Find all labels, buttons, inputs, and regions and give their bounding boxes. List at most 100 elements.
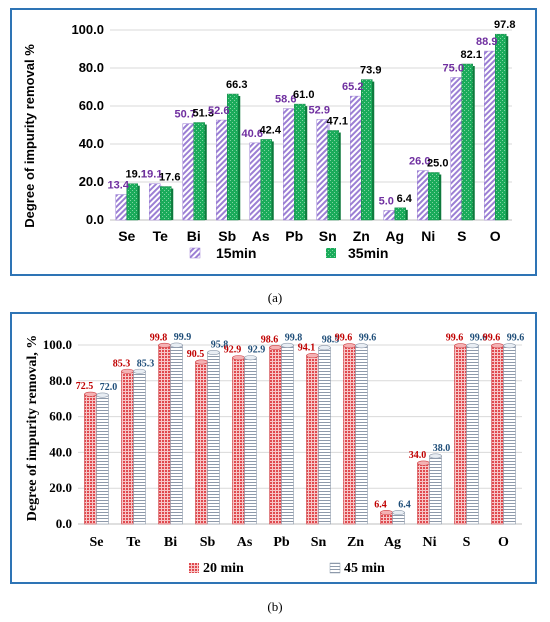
data-label: 97.8 <box>494 19 515 31</box>
data-label: 52.9 <box>309 104 330 116</box>
legend-swatch-45min <box>329 562 341 574</box>
bar <box>232 357 245 525</box>
bar <box>249 142 261 221</box>
data-label: 72.5 <box>76 381 94 392</box>
chart-a-panel: 0.0 20.0 40.0 60.0 80.0 100.0 Se Te Bi Sb As Pb Sn Z… <box>10 8 537 276</box>
bar <box>149 183 161 221</box>
bar <box>417 170 429 221</box>
y-tick-label: 20.0 <box>79 174 104 189</box>
y-tick-label: 100.0 <box>71 22 104 37</box>
x-tick-label: Ni <box>421 228 435 244</box>
data-label: 6.4 <box>374 500 387 511</box>
data-label: 99.6 <box>335 333 353 344</box>
bar <box>394 207 406 221</box>
data-label: 85.3 <box>137 358 155 369</box>
bar-side <box>372 81 375 220</box>
bar-cap <box>281 342 294 348</box>
data-label: 58.6 <box>275 94 296 106</box>
data-label: 25.0 <box>427 158 448 170</box>
bar <box>495 33 507 221</box>
bar <box>216 119 228 221</box>
x-tick-label: As <box>237 535 253 550</box>
data-label: 99.9 <box>174 332 192 343</box>
x-tick-label: Sn <box>311 535 327 550</box>
bar <box>503 345 516 525</box>
bar <box>193 122 205 221</box>
data-label: 99.6 <box>359 333 377 344</box>
x-tick-label: Ni <box>423 535 437 550</box>
y-tick-label: 0.0 <box>56 516 72 531</box>
bar-cap <box>454 343 467 349</box>
x-tick-label: Te <box>153 228 169 244</box>
bar <box>466 345 479 525</box>
bar-side <box>238 96 241 220</box>
bar <box>343 345 356 525</box>
bar-cap <box>491 343 504 349</box>
x-tick-label: Sn <box>319 228 337 244</box>
bar <box>461 63 473 221</box>
y-tick-label: 20.0 <box>49 480 72 495</box>
bar <box>294 103 306 221</box>
data-label: 95.8 <box>211 340 229 351</box>
x-tick-label: S <box>457 228 466 244</box>
legend-label-35min: 35min <box>348 245 388 261</box>
x-tick-label: Pb <box>273 535 290 550</box>
legend-label-45min: 45 min <box>344 561 385 576</box>
data-label: 34.0 <box>409 450 427 461</box>
bar <box>158 345 171 525</box>
bar <box>160 186 172 221</box>
bar-cap <box>133 368 146 374</box>
bar-cap <box>170 342 183 348</box>
y-axis-title: Degree of impurity removal, % <box>25 335 40 522</box>
bar-side <box>338 132 341 220</box>
data-label: 99.6 <box>470 333 488 344</box>
x-tick-label: O <box>498 535 509 550</box>
bar <box>244 357 257 525</box>
bar <box>484 50 496 221</box>
y-tick-label: 0.0 <box>86 212 104 227</box>
data-label: 98.5 <box>322 335 340 346</box>
bar-cap <box>355 343 368 349</box>
data-label: 13.4 <box>108 180 130 192</box>
bar-cap <box>207 350 220 356</box>
bar <box>450 77 462 221</box>
bar <box>417 462 430 525</box>
bar <box>182 123 194 221</box>
y-tick-label: 80.0 <box>79 60 104 75</box>
bar-cap <box>429 453 442 459</box>
data-label: 65.2 <box>342 81 363 93</box>
x-tick-label: O <box>490 228 501 244</box>
caption-b: (b) <box>267 599 283 614</box>
bar-cap <box>158 342 171 348</box>
x-tick-label: S <box>463 535 471 550</box>
bar <box>383 210 395 221</box>
bar <box>260 139 272 221</box>
data-label: 51.3 <box>193 108 214 120</box>
bar <box>121 371 134 525</box>
x-tick-label: Sb <box>218 228 236 244</box>
bar <box>115 194 127 221</box>
chart-b: 0.0 20.0 40.0 60.0 80.0 100.0 Se Te Bi Sb As Pb Sn Z… <box>25 332 524 576</box>
y-axis-title: Degree of impurity removal % <box>22 44 37 228</box>
data-label: 19.1 <box>141 169 162 181</box>
bar-cap <box>318 345 331 351</box>
bar-side <box>305 106 308 220</box>
bar <box>361 79 373 221</box>
bar-cap <box>417 460 430 466</box>
data-label: 98.6 <box>261 335 279 346</box>
legend-swatch-35min <box>326 248 336 258</box>
bar-cap <box>96 392 109 398</box>
data-label: 26.0 <box>409 156 430 168</box>
bar-side <box>204 124 207 220</box>
x-tick-label: Se <box>118 228 135 244</box>
data-label: 50.7 <box>175 109 196 121</box>
x-tick-label: Sb <box>200 535 216 550</box>
bar <box>429 455 442 525</box>
data-label: 38.0 <box>433 443 451 454</box>
bar-cap <box>306 353 319 359</box>
data-label: 99.8 <box>285 332 303 343</box>
data-label: 82.1 <box>461 49 482 61</box>
data-label: 94.1 <box>298 343 316 354</box>
bar-side <box>171 188 174 220</box>
data-label: 73.9 <box>360 65 381 77</box>
